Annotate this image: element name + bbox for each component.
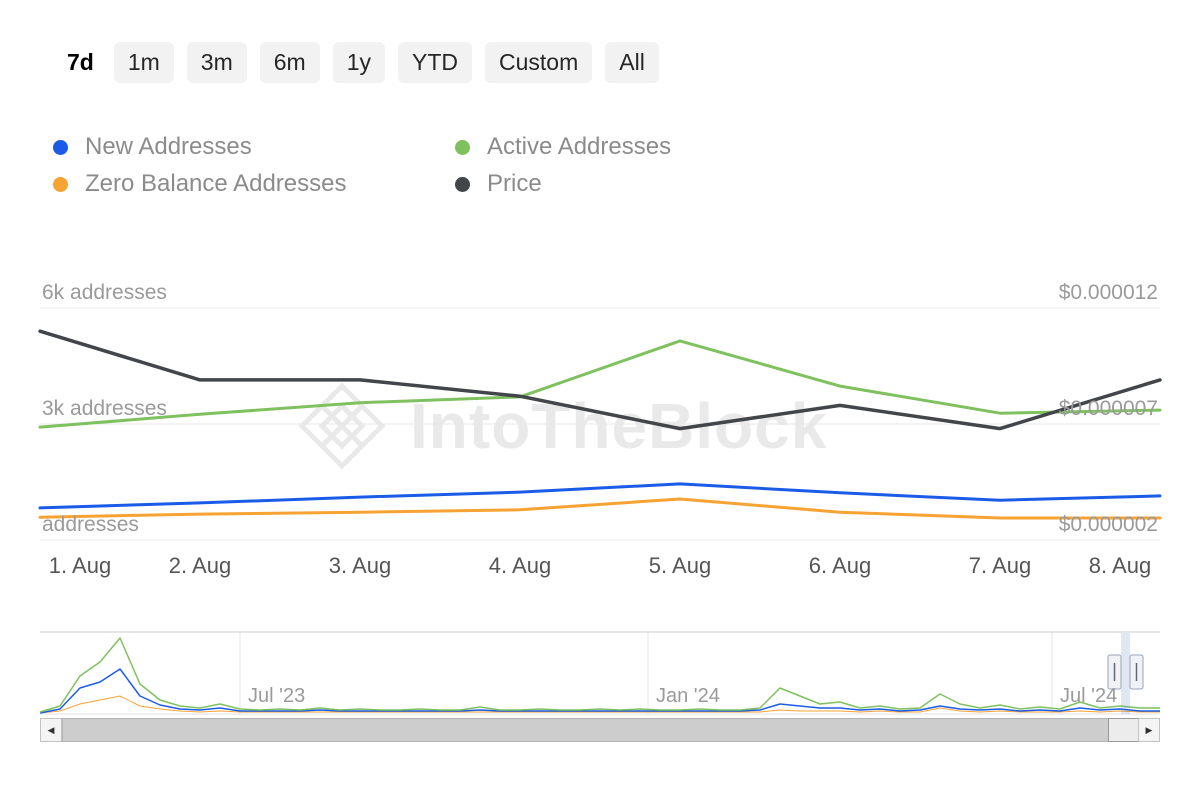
navigator-selected-range[interactable] (1121, 633, 1130, 714)
range-button-3m[interactable]: 3m (186, 42, 247, 83)
series-line-zero-balance-addresses (38, 497, 1162, 520)
legend-label: Active Addresses (487, 133, 672, 160)
range-button-1m[interactable]: 1m (113, 42, 174, 83)
watermark: IntoTheBlock (296, 380, 827, 472)
legend-marker-icon (53, 176, 68, 192)
range-button-6m[interactable]: 6m (259, 42, 320, 83)
navigator-scrollbar: ◀ ▶ (40, 718, 1160, 742)
legend-item-new-addresses[interactable]: New Addresses (53, 130, 455, 164)
range-toolbar: 7d 1m 3m 6m 1y YTD Custom All (64, 42, 659, 83)
legend-item-active-addresses[interactable]: Active Addresses (455, 130, 671, 164)
plot-area[interactable] (40, 290, 1160, 550)
series-line-active-addresses (38, 339, 1162, 429)
legend-label: New Addresses (85, 133, 252, 160)
legend-marker-icon (455, 139, 470, 155)
legend: New Addresses Active Addresses Zero Balanc… (53, 130, 671, 201)
series-line-new-addresses (38, 482, 1162, 510)
range-button-all[interactable]: All (605, 42, 659, 83)
range-button-ytd[interactable]: YTD (398, 42, 472, 83)
scrollbar-left-arrow-icon[interactable]: ◀ (40, 718, 62, 742)
range-button-custom[interactable]: Custom (485, 42, 593, 83)
legend-item-price[interactable]: Price (455, 167, 671, 201)
range-button-1y[interactable]: 1y (332, 42, 385, 83)
legend-item-zero-balance-addresses[interactable]: Zero Balance Addresses (53, 167, 455, 201)
watermark-text: IntoTheBlock (410, 389, 827, 463)
navigator-series-active-addresses (39, 637, 1160, 713)
navigator-area[interactable] (40, 632, 1160, 714)
range-button-7d[interactable]: 7d (67, 49, 94, 75)
legend-marker-icon (53, 139, 68, 155)
navigator-series-zero-balance-addresses (39, 695, 1160, 714)
scrollbar-thumb[interactable] (1108, 718, 1142, 742)
scrollbar-track[interactable] (62, 718, 1138, 742)
scrollbar-right-arrow-icon[interactable]: ▶ (1138, 718, 1160, 742)
legend-marker-icon (455, 176, 470, 192)
legend-label: Price (487, 170, 542, 197)
legend-label: Zero Balance Addresses (85, 170, 347, 197)
navigator-series-new-addresses (39, 668, 1160, 714)
intotheblock-logo-icon (298, 382, 386, 470)
series-line-price (38, 329, 1162, 431)
